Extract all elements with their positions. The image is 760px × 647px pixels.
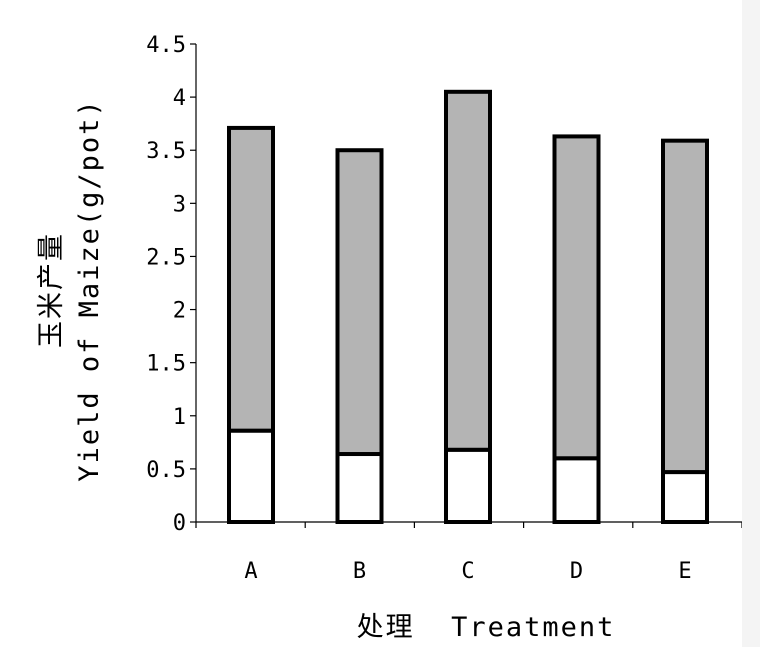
x-axis-title: 处理 Treatment <box>357 612 616 643</box>
y-tick-label: 3 <box>173 192 186 217</box>
bar-c-segment-1 <box>444 447 492 524</box>
x-tick-label-c: C <box>461 559 474 584</box>
y-tick-label: 1.5 <box>146 352 186 377</box>
right-edge-band <box>742 0 760 647</box>
x-tick-label-a: A <box>244 559 257 584</box>
y-tick-label: 2.5 <box>146 245 186 270</box>
bar-d-segment-2 <box>552 134 601 461</box>
y-tick-label: 1 <box>173 405 186 430</box>
y-tick-label: 0.5 <box>146 458 186 483</box>
y-tick-label: 4 <box>173 86 186 111</box>
x-tick-label-b: B <box>353 559 366 584</box>
bar-e-segment-2 <box>661 138 709 475</box>
stacked-bar-chart: 0 0.5 1 1.5 2 2.5 3 3.5 4 4.5 A B C D E 玉米产量 Yield of… <box>36 33 742 643</box>
bar-e-segment-1 <box>661 470 709 525</box>
y-axis: 0 0.5 1 1.5 2 2.5 3 3.5 4 4.5 <box>146 33 197 536</box>
bar-a-segment-2 <box>227 125 275 433</box>
bar-d-segment-1 <box>552 456 601 524</box>
y-tick-label: 2 <box>173 299 186 324</box>
y-tick-label: 3.5 <box>146 139 186 164</box>
x-axis: A B C D E <box>195 521 742 584</box>
y-tick-label: 0 <box>173 511 186 536</box>
bar-a-segment-1 <box>227 428 275 525</box>
y-axis-title-chinese: 玉米产量 <box>36 232 67 348</box>
x-tick-label-e: E <box>678 559 691 584</box>
bars <box>227 89 709 525</box>
bar-b-segment-1 <box>335 452 384 525</box>
bar-b-segment-2 <box>335 148 384 457</box>
y-tick-label: 4.5 <box>146 33 186 58</box>
y-axis-title-english: Yield of Maize(g/pot) <box>74 98 105 481</box>
bar-c-segment-2 <box>444 89 492 452</box>
x-tick-label-d: D <box>570 559 583 584</box>
